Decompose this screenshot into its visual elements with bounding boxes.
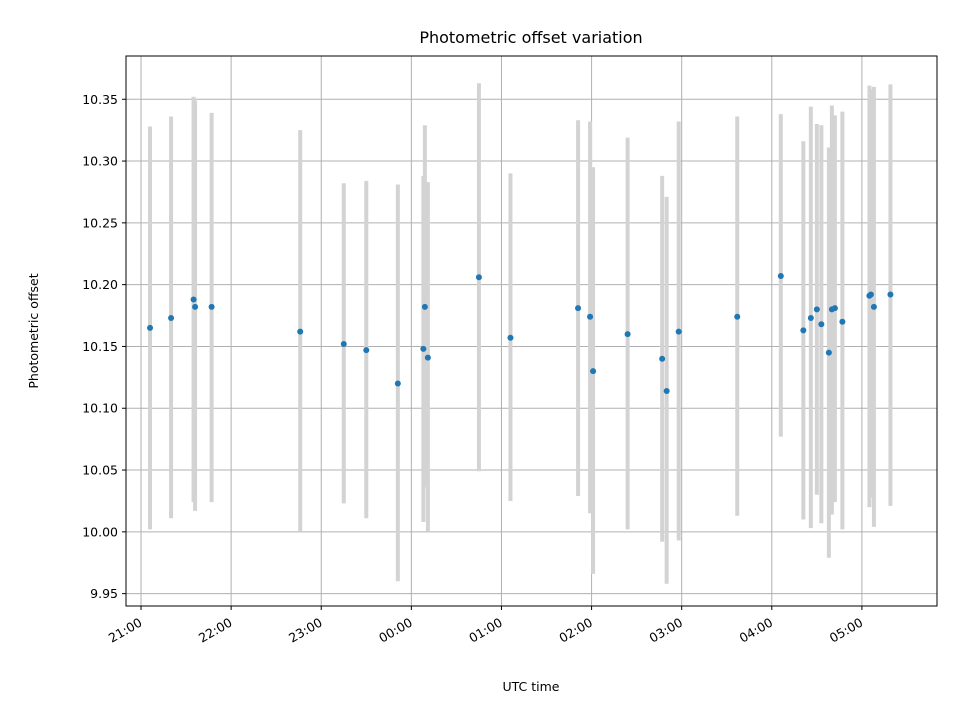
- data-point: [420, 345, 427, 352]
- y-tick-label: 9.95: [90, 586, 118, 601]
- data-point: [887, 291, 894, 298]
- chart-title: Photometric offset variation: [419, 28, 642, 47]
- y-tick-label: 10.05: [82, 463, 118, 478]
- data-point: [190, 296, 197, 303]
- data-point: [208, 303, 215, 310]
- data-point: [663, 387, 670, 394]
- data-point: [870, 303, 877, 310]
- x-axis-label: UTC time: [503, 679, 560, 694]
- data-point: [675, 328, 682, 335]
- data-point: [421, 303, 428, 310]
- data-point: [734, 313, 741, 320]
- y-tick-label: 10.10: [82, 401, 118, 416]
- data-point: [192, 303, 199, 310]
- data-point: [587, 313, 594, 320]
- data-point: [825, 349, 832, 356]
- data-point: [168, 315, 175, 322]
- data-point: [839, 318, 846, 325]
- data-point: [624, 331, 631, 338]
- data-point: [340, 340, 347, 347]
- y-tick-label: 10.30: [82, 154, 118, 169]
- data-point: [813, 306, 820, 313]
- data-point: [475, 274, 482, 281]
- y-tick-label: 10.15: [82, 339, 118, 354]
- data-point: [297, 328, 304, 335]
- y-tick-label: 10.00: [82, 524, 118, 539]
- y-tick-label: 10.20: [82, 277, 118, 292]
- data-point: [807, 315, 814, 322]
- data-point: [394, 380, 401, 387]
- data-point: [659, 355, 666, 362]
- data-point: [777, 273, 784, 279]
- plot-frame: [125, 55, 938, 607]
- y-tick-label: 10.25: [82, 215, 118, 230]
- data-point: [800, 327, 807, 334]
- data-point: [831, 305, 838, 312]
- point-layer: [147, 273, 894, 394]
- data-point: [575, 305, 582, 312]
- data-point: [147, 324, 154, 331]
- data-point: [818, 321, 825, 328]
- data-point: [507, 334, 514, 341]
- data-point: [363, 347, 370, 354]
- data-point: [867, 291, 874, 298]
- data-point: [590, 368, 597, 375]
- y-tick-label: 10.35: [82, 92, 118, 107]
- y-axis-label: Photometric offset: [26, 273, 41, 388]
- data-point: [424, 354, 431, 361]
